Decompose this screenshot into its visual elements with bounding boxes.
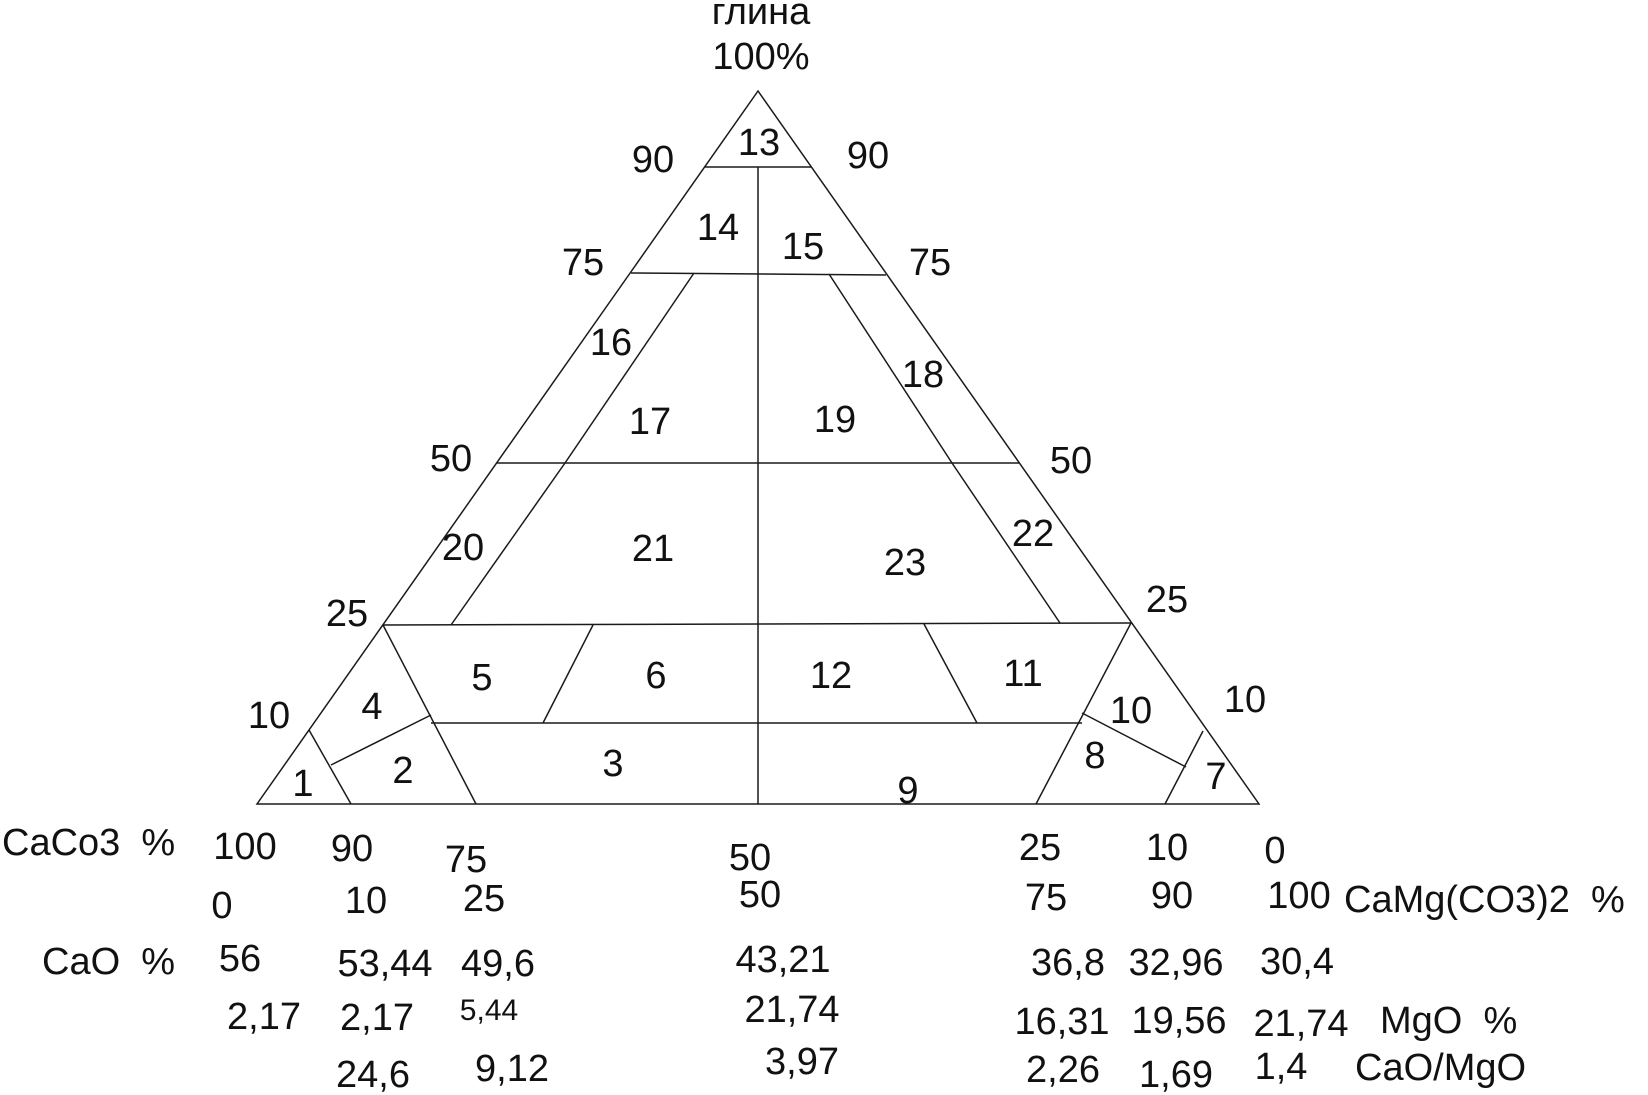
cao-value: 30,4 <box>1260 941 1334 983</box>
left-tick-10: 10 <box>248 695 290 737</box>
region-9: 9 <box>897 770 918 812</box>
line-25 <box>382 622 1132 626</box>
left-tick-90: 90 <box>632 139 674 181</box>
mgo-value: 5,44 <box>460 994 518 1027</box>
region-18: 18 <box>902 354 944 396</box>
region-6: 6 <box>645 655 666 697</box>
ratio-value: 9,12 <box>475 1048 549 1090</box>
ratio-value: 1,69 <box>1139 1054 1213 1095</box>
camg-value: 25 <box>463 878 505 920</box>
region-11: 11 <box>1003 653 1042 695</box>
region-10: 10 <box>1110 690 1152 732</box>
div-4-5 <box>382 624 477 805</box>
apex-name: глина <box>712 0 811 33</box>
camg-value: 90 <box>1151 875 1193 917</box>
region-8: 8 <box>1084 735 1105 777</box>
ratio-value: 24,6 <box>336 1054 410 1095</box>
region-20: 20 <box>442 527 484 569</box>
cao-value: 56 <box>219 938 261 980</box>
ratio-value: 1,4 <box>1255 1046 1308 1088</box>
region-14: 14 <box>697 207 739 249</box>
region-2: 2 <box>392 750 413 792</box>
caco3-value: 90 <box>331 828 373 870</box>
div-5-6 <box>542 624 594 724</box>
camg-value: 0 <box>211 885 232 927</box>
cao-value: 43,21 <box>735 939 830 981</box>
caco3-label: CaCo3 % <box>2 822 175 864</box>
div-10-8 <box>1081 712 1187 768</box>
div-4-2 <box>330 714 432 766</box>
mgo-value: 21,74 <box>744 989 839 1031</box>
region-17: 17 <box>629 401 671 443</box>
mgo-value: 2,17 <box>227 996 301 1038</box>
caco3-value: 100 <box>213 826 276 868</box>
region-13: 13 <box>738 122 780 164</box>
right-tick-90: 90 <box>847 135 889 177</box>
caco3-value: 75 <box>445 839 487 881</box>
ratio-value: 2,26 <box>1026 1049 1100 1091</box>
caco3-value: 10 <box>1146 827 1188 869</box>
mgo-value: 19,56 <box>1131 1000 1226 1042</box>
cao-value: 32,96 <box>1128 942 1223 984</box>
cao-value: 53,44 <box>337 943 432 985</box>
camg-value: 75 <box>1025 877 1067 919</box>
div-19-18 <box>828 273 953 464</box>
region-5: 5 <box>471 657 492 699</box>
div-1-2 <box>308 729 352 805</box>
div-17-16 <box>564 272 695 464</box>
div-23-22 <box>951 462 1061 624</box>
region-21: 21 <box>632 528 674 570</box>
left-tick-75: 75 <box>562 242 604 284</box>
mgo-label: MgO % <box>1380 1000 1517 1042</box>
region-15: 15 <box>782 226 824 268</box>
right-tick-10: 10 <box>1224 679 1266 721</box>
camg-value: 50 <box>739 874 781 916</box>
ratio-label: CaO/MgO <box>1355 1047 1526 1089</box>
cao-value: 36,8 <box>1031 942 1105 984</box>
mgo-value: 2,17 <box>340 997 414 1039</box>
region-7: 7 <box>1205 756 1226 798</box>
caco3-value: 50 <box>729 837 771 879</box>
region-4: 4 <box>361 686 382 728</box>
div-21-20 <box>450 462 566 626</box>
cao-label: CaO % <box>42 941 175 983</box>
region-16: 16 <box>590 322 632 364</box>
mgo-value: 16,31 <box>1014 1001 1109 1043</box>
right-tick-50: 50 <box>1050 440 1092 482</box>
ratio-value: 3,97 <box>765 1041 839 1083</box>
camg-value: 100 <box>1267 875 1330 917</box>
region-19: 19 <box>814 399 856 441</box>
camg-value: 10 <box>345 880 387 922</box>
region-3: 3 <box>602 743 623 785</box>
cao-value: 49,6 <box>461 943 535 985</box>
apex-percent: 100% <box>712 36 809 78</box>
region-12: 12 <box>810 655 852 697</box>
region-1: 1 <box>292 763 313 805</box>
caco3-value: 0 <box>1264 830 1285 872</box>
mgo-value: 21,74 <box>1253 1003 1348 1045</box>
camg-label: CaMg(CO3)2 % <box>1344 879 1625 921</box>
div-12-11 <box>923 623 978 724</box>
region-23: 23 <box>884 542 926 584</box>
left-tick-25: 25 <box>326 593 368 635</box>
region-22: 22 <box>1012 513 1054 555</box>
right-tick-75: 75 <box>909 242 951 284</box>
triangle-lines <box>255 89 1261 805</box>
right-tick-25: 25 <box>1146 579 1188 621</box>
left-tick-50: 50 <box>430 438 472 480</box>
div-8-7 <box>1164 730 1204 805</box>
caco3-value: 25 <box>1019 827 1061 869</box>
